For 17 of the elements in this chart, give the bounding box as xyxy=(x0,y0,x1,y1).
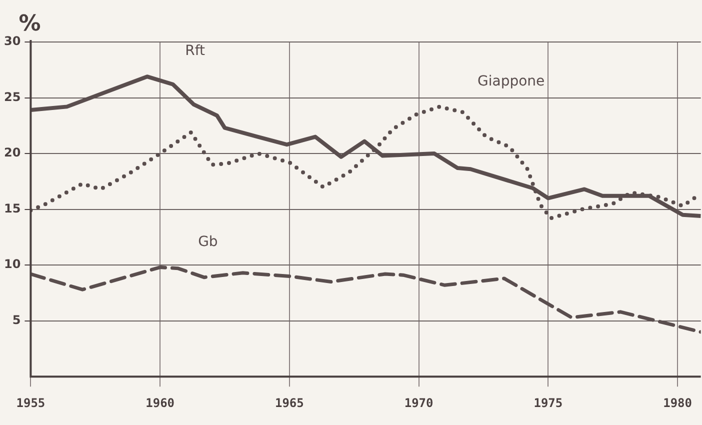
line-series xyxy=(30,266,701,334)
y-tick-label: 15 xyxy=(4,201,21,216)
x-tick-label: 1970 xyxy=(404,396,434,410)
x-tick-label: 1980 xyxy=(663,396,692,410)
y-axis-title: % xyxy=(18,12,41,37)
x-tick-label: 1955 xyxy=(16,396,46,410)
y-tick-label: 25 xyxy=(4,90,21,104)
series-label: Gb xyxy=(198,234,218,250)
x-tick-label: 1960 xyxy=(146,396,175,410)
series-label: Giappone xyxy=(478,73,545,90)
y-tick-label: 5 xyxy=(12,312,21,327)
series-label: Rft xyxy=(185,43,206,60)
y-tick-label: 10 xyxy=(4,257,21,272)
y-tick-label: 20 xyxy=(4,146,21,160)
x-tick-label: 1975 xyxy=(534,396,563,410)
y-tick-label: 30 xyxy=(4,34,21,48)
x-tick-label: 1965 xyxy=(274,396,304,410)
